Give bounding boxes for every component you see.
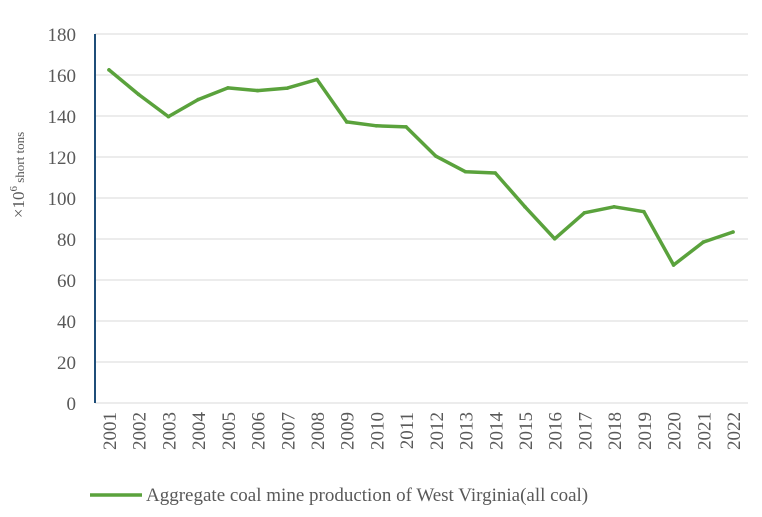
series-points — [107, 68, 735, 267]
y-tick-label: 140 — [48, 107, 77, 128]
legend: Aggregate coal mine production of West V… — [90, 485, 588, 506]
data-point-2019 — [642, 209, 646, 214]
data-point-2007 — [285, 86, 290, 90]
y-axis-title-unit: short tons — [12, 132, 27, 186]
y-tick-label: 80 — [57, 230, 76, 251]
x-tick-label: 2017 — [575, 412, 596, 450]
data-point-2003 — [166, 114, 171, 119]
x-tick-label: 2004 — [189, 412, 210, 451]
x-tick-label: 2018 — [605, 412, 626, 450]
y-axis-title-superscript: 6 — [8, 186, 20, 192]
data-point-2012 — [434, 154, 438, 158]
x-tick-label: 2020 — [665, 412, 686, 450]
y-tick-label: 160 — [48, 66, 77, 87]
data-point-2016 — [552, 236, 557, 241]
data-point-2015 — [523, 205, 527, 209]
data-point-2017 — [582, 210, 587, 215]
y-tick-label: 60 — [57, 271, 76, 292]
y-axis-ticks: 0 20 40 60 80 100 120 140 160 180 — [48, 25, 77, 415]
data-point-2010 — [374, 124, 379, 128]
data-point-2011 — [404, 125, 408, 129]
x-tick-label: 2006 — [249, 412, 270, 450]
x-tick-label: 2010 — [367, 412, 388, 450]
x-tick-label: 2007 — [278, 412, 299, 450]
x-tick-label: 2003 — [159, 412, 180, 450]
x-tick-label: 2002 — [130, 412, 151, 450]
x-axis-ticks: 2001 2002 2003 2004 2005 2006 2007 2008 2009 2010… — [100, 412, 745, 451]
data-point-2008 — [315, 77, 319, 82]
data-point-2004 — [196, 97, 200, 102]
data-point-2018 — [612, 205, 616, 209]
x-tick-label: 2015 — [516, 412, 537, 450]
x-tick-label: 2011 — [397, 412, 418, 449]
data-point-2014 — [493, 171, 498, 175]
x-tick-label: 2008 — [308, 412, 329, 450]
x-tick-label: 2012 — [427, 412, 448, 450]
x-tick-label: 2014 — [486, 412, 507, 451]
x-tick-label: 2019 — [635, 412, 656, 450]
x-tick-label: 2016 — [546, 412, 567, 450]
x-tick-label: 2001 — [100, 412, 121, 450]
data-point-2020 — [671, 263, 676, 267]
y-tick-label: 100 — [48, 189, 77, 210]
x-tick-label: 2013 — [457, 412, 478, 450]
data-point-2002 — [136, 92, 141, 97]
series-line-west-virginia — [107, 68, 735, 267]
y-tick-label: 40 — [57, 312, 76, 333]
y-axis-title: ×106 short tons — [8, 132, 28, 218]
data-point-2001 — [107, 68, 111, 72]
y-axis-title-main: ×10 — [9, 192, 28, 219]
x-tick-label: 2021 — [694, 412, 715, 450]
data-point-2013 — [463, 169, 468, 174]
data-point-2006 — [255, 88, 260, 93]
data-point-2022 — [731, 230, 735, 234]
data-point-2005 — [226, 86, 230, 90]
data-point-2009 — [344, 120, 349, 124]
gridlines — [95, 33, 748, 404]
y-tick-label: 180 — [48, 25, 77, 46]
x-tick-label: 2009 — [338, 412, 359, 450]
x-tick-label: 2022 — [724, 412, 745, 450]
y-tick-label: 0 — [67, 394, 77, 415]
data-point-2021 — [701, 240, 706, 244]
x-tick-label: 2005 — [219, 412, 240, 450]
y-tick-label: 20 — [57, 353, 76, 374]
y-tick-label: 120 — [48, 148, 77, 169]
legend-label: Aggregate coal mine production of West V… — [146, 485, 588, 506]
